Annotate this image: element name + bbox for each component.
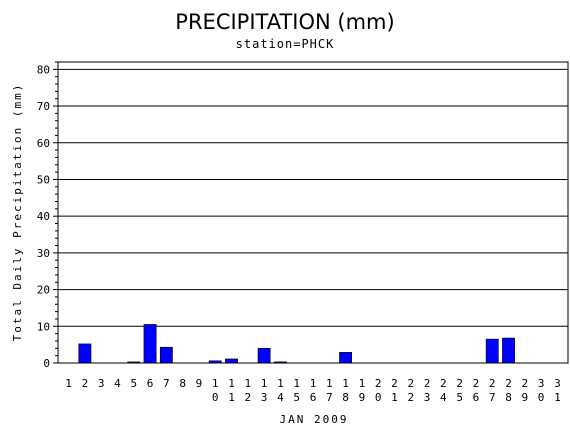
x-tick-label: 1: [65, 377, 72, 390]
bar-day-6: [143, 324, 157, 364]
y-tick-label: 50: [37, 173, 50, 186]
x-tick-label: 2: [82, 377, 89, 390]
x-tick-label: 6: [147, 377, 154, 390]
plot-frame: [57, 61, 569, 364]
y-axis-label: Total Daily Precipitation (mm): [11, 83, 24, 342]
bar-day-27: [485, 338, 499, 364]
bar-day-18: [339, 352, 353, 364]
bar-day-7: [159, 346, 173, 364]
y-tick-label: 10: [37, 320, 50, 333]
bar-day-13: [257, 348, 271, 364]
x-axis-label: JAN 2009: [280, 413, 349, 426]
x-tick-label: 5: [130, 377, 137, 390]
x-tick-label: 8: [179, 377, 186, 390]
x-tick-label: 4: [114, 377, 121, 390]
bars: [78, 324, 515, 364]
y-tick-label: 20: [37, 284, 50, 297]
x-tick-label: 3: [98, 377, 105, 390]
y-tick-label: 0: [43, 357, 50, 370]
chart-subtitle: station=PHCK: [236, 37, 335, 51]
bar-day-11: [225, 358, 238, 364]
y-tick-label: 60: [37, 137, 50, 150]
bar-day-28: [502, 337, 515, 364]
x-axis-ticks: 1 2 3 4 5 6 7 8 9 1 01 11 21 31 41 51 61 71 81 92 02 12 22 32 42…: [65, 377, 560, 404]
y-tick-label: 40: [37, 210, 50, 223]
y-tick-label: 70: [37, 100, 50, 113]
x-tick-label: 9: [196, 377, 203, 390]
y-tick-label: 80: [37, 63, 50, 76]
x-tick-label: 7: [163, 377, 170, 390]
y-axis-ticks: 0 10 20 30 40 50 60 70 80: [37, 61, 58, 370]
bar-day-2: [78, 343, 92, 364]
y-tick-label: 30: [37, 247, 50, 260]
chart-title: PRECIPITATION (mm): [175, 10, 394, 34]
grid-lines: [58, 68, 568, 327]
